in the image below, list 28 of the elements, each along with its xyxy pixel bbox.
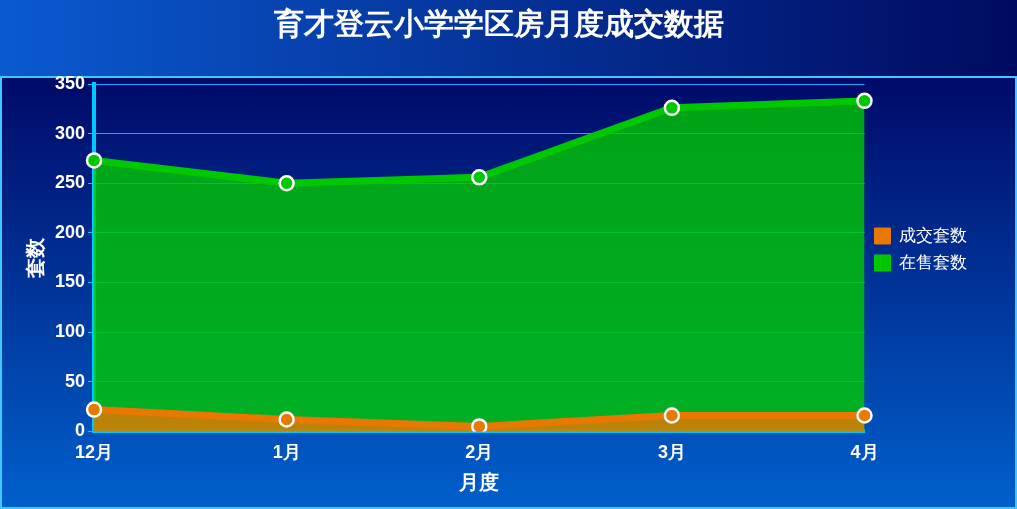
y-tick-label: 100 (54, 321, 86, 342)
x-tick-label: 2月 (465, 442, 494, 463)
chart-title: 育才登云小学学区房月度成交数据 (272, 7, 724, 41)
point (471, 169, 488, 186)
y-tick-label: 0 (75, 420, 86, 441)
legend-label: 在售套数 (899, 252, 967, 272)
y-tick-label: 50 (65, 370, 86, 391)
legend-label: 成交套数 (899, 225, 967, 245)
point (471, 418, 488, 432)
x-tick-label: 3月 (657, 442, 686, 463)
x-tick-label: 4月 (850, 442, 879, 463)
y-tick-label: 350 (54, 72, 86, 93)
y-tick-label: 150 (54, 271, 86, 292)
point (663, 407, 681, 424)
x-tick-label: 12月 (75, 442, 114, 463)
y-axis-title: 套数 (23, 236, 46, 279)
y-tick-label: 200 (54, 221, 86, 242)
point (856, 407, 873, 424)
point (278, 411, 295, 428)
point (85, 152, 103, 169)
point (856, 92, 873, 110)
point (278, 175, 295, 192)
y-tick-label: 300 (54, 122, 86, 143)
point (663, 99, 681, 117)
y-tick-label: 250 (54, 172, 86, 193)
point (85, 401, 103, 418)
x-axis-title: 月度 (458, 470, 500, 493)
x-tick-label: 1月 (272, 442, 301, 463)
